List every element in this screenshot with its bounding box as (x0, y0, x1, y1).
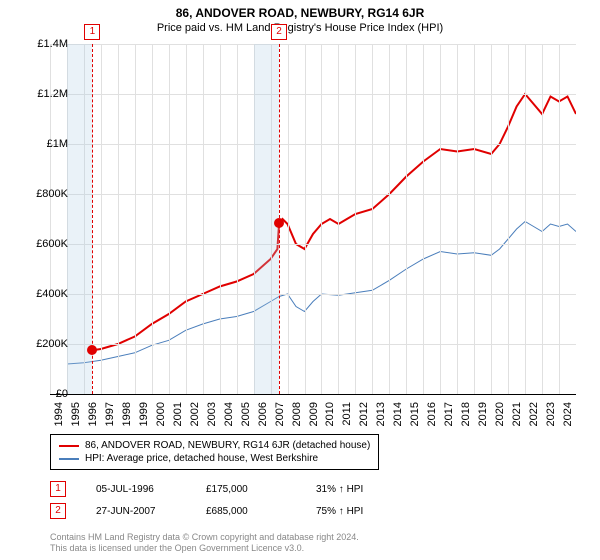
sales-table: 1 05-JUL-1996 £175,000 31% ↑ HPI 2 27-JU… (50, 478, 396, 522)
sale-delta-1: 31% ↑ HPI (316, 484, 396, 495)
sale-date-1: 05-JUL-1996 (96, 484, 176, 495)
sale-row-1: 1 05-JUL-1996 £175,000 31% ↑ HPI (50, 478, 396, 500)
x-tick-label: 1996 (87, 402, 99, 432)
sale-badge-2: 2 (50, 503, 66, 519)
sale-delta-2: 75% ↑ HPI (316, 506, 396, 517)
marker-badge: 2 (271, 24, 287, 40)
y-tick-label: £200K (36, 338, 68, 350)
x-tick-label: 1997 (104, 402, 116, 432)
legend-item-2: HPI: Average price, detached house, West… (59, 452, 370, 465)
footer-attribution: Contains HM Land Registry data © Crown c… (50, 532, 359, 554)
x-tick-label: 2024 (562, 402, 574, 432)
legend: 86, ANDOVER ROAD, NEWBURY, RG14 6JR (det… (50, 434, 379, 470)
x-tick-label: 2002 (189, 402, 201, 432)
chart-border (50, 44, 576, 395)
legend-label-2: HPI: Average price, detached house, West… (85, 453, 318, 464)
x-tick-label: 2014 (392, 402, 404, 432)
legend-swatch-1 (59, 445, 79, 447)
x-tick-label: 2018 (460, 402, 472, 432)
x-tick-label: 2006 (257, 402, 269, 432)
x-tick-label: 1998 (121, 402, 133, 432)
x-tick-label: 1994 (53, 402, 65, 432)
x-tick-label: 2017 (443, 402, 455, 432)
y-tick-label: £1.2M (37, 88, 68, 100)
sale-row-2: 2 27-JUN-2007 £685,000 75% ↑ HPI (50, 500, 396, 522)
x-tick-label: 2000 (155, 402, 167, 432)
x-tick-label: 2012 (358, 402, 370, 432)
y-tick-label: £1.4M (37, 38, 68, 50)
x-tick-label: 2016 (426, 402, 438, 432)
sale-price-1: £175,000 (206, 484, 286, 495)
y-tick-label: £400K (36, 288, 68, 300)
x-tick-label: 2008 (291, 402, 303, 432)
x-tick-label: 2001 (172, 402, 184, 432)
x-tick-label: 2020 (494, 402, 506, 432)
x-tick-label: 1995 (70, 402, 82, 432)
footer-line-1: Contains HM Land Registry data © Crown c… (50, 532, 359, 543)
y-tick-label: £0 (56, 388, 68, 400)
price-chart: 12 (50, 44, 576, 394)
x-tick-label: 2021 (511, 402, 523, 432)
sale-date-2: 27-JUN-2007 (96, 506, 176, 517)
x-tick-label: 2013 (375, 402, 387, 432)
y-tick-label: £1M (47, 138, 68, 150)
footer-line-2: This data is licensed under the Open Gov… (50, 543, 359, 554)
x-tick-label: 2009 (308, 402, 320, 432)
x-tick-label: 2011 (341, 402, 353, 432)
x-axis-ticks: 1994199519961997199819992000200120022003… (50, 398, 576, 428)
x-tick-label: 2022 (528, 402, 540, 432)
marker-badge: 1 (84, 24, 100, 40)
legend-label-1: 86, ANDOVER ROAD, NEWBURY, RG14 6JR (det… (85, 440, 370, 451)
page-title: 86, ANDOVER ROAD, NEWBURY, RG14 6JR (0, 0, 600, 20)
x-tick-label: 1999 (138, 402, 150, 432)
x-tick-label: 2023 (545, 402, 557, 432)
x-tick-label: 2004 (223, 402, 235, 432)
sale-badge-1: 1 (50, 481, 66, 497)
x-tick-label: 2007 (274, 402, 286, 432)
legend-item-1: 86, ANDOVER ROAD, NEWBURY, RG14 6JR (det… (59, 439, 370, 452)
legend-swatch-2 (59, 458, 79, 460)
y-tick-label: £600K (36, 238, 68, 250)
sale-price-2: £685,000 (206, 506, 286, 517)
x-tick-label: 2005 (240, 402, 252, 432)
x-tick-label: 2003 (206, 402, 218, 432)
x-tick-label: 2010 (324, 402, 336, 432)
x-tick-label: 2019 (477, 402, 489, 432)
y-tick-label: £800K (36, 188, 68, 200)
x-tick-label: 2015 (409, 402, 421, 432)
